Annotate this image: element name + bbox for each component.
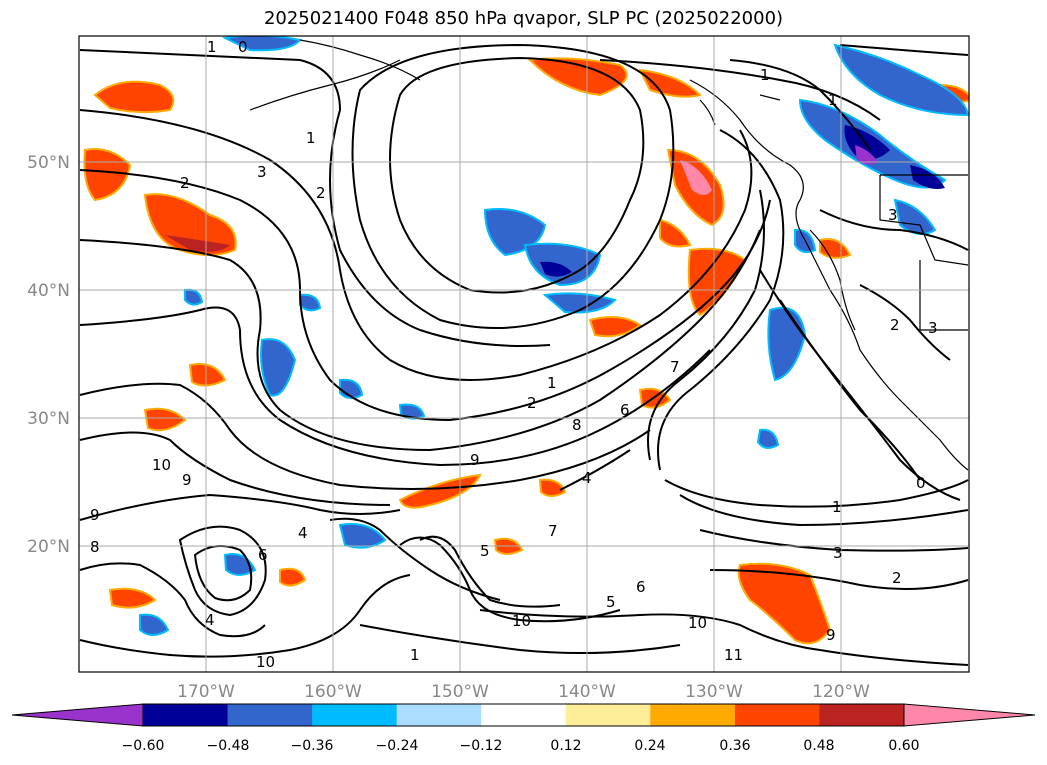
contour-label: 1 <box>828 91 838 109</box>
contour-label: 1 <box>306 129 316 147</box>
contour-label: 3 <box>888 206 898 224</box>
contour-label: 2 <box>527 394 537 412</box>
coastlines <box>249 39 969 471</box>
colorbar-bin <box>143 704 229 726</box>
colorbar-tick-label: 0.12 <box>550 738 581 754</box>
lat-label: 40°N <box>27 281 70 301</box>
map-frame <box>78 35 970 673</box>
colorbar-tick-label: −0.36 <box>291 738 334 754</box>
colorbar-tick-label: −0.12 <box>460 738 503 754</box>
longitude-labels: 170°W 160°W 150°W 140°W 130°W 120°W <box>177 682 870 702</box>
contour-label: 11 <box>724 646 743 664</box>
lon-label: 120°W <box>812 682 870 702</box>
colorbar-ticks: −0.60 −0.48 −0.36 −0.24 −0.12 0.12 0.24 … <box>122 738 920 754</box>
contour-label: 9 <box>470 451 480 469</box>
contour-label: 3 <box>833 544 843 562</box>
contour-label: 0 <box>238 38 248 56</box>
negative-anomaly-fills <box>139 36 969 636</box>
contour-label: 3 <box>928 319 938 337</box>
colorbar: −0.60 −0.48 −0.36 −0.24 −0.12 0.12 0.24 … <box>11 703 1036 754</box>
contour-label: 3 <box>257 163 267 181</box>
contour-label: 0 <box>916 474 926 492</box>
lon-label: 140°W <box>558 682 616 702</box>
contour-label: 1 <box>832 498 842 516</box>
lat-label: 20°N <box>27 537 70 557</box>
contour-label: 6 <box>636 578 646 596</box>
contour-label: 8 <box>90 538 100 556</box>
colorbar-bin <box>819 704 905 726</box>
colorbar-tick-label: 0.24 <box>634 738 665 754</box>
colorbar-tick-label: −0.24 <box>376 738 419 754</box>
positive-anomaly-fills <box>83 57 969 645</box>
colorbar-bin <box>312 704 398 726</box>
contour-label: 4 <box>582 469 592 487</box>
lon-label: 150°W <box>431 682 489 702</box>
colorbar-tick-label: −0.48 <box>207 738 250 754</box>
contour-label: 1 <box>207 38 217 56</box>
gridlines <box>79 36 969 672</box>
lat-label: 50°N <box>27 153 70 173</box>
contour-label: 5 <box>480 542 490 560</box>
colorbar-over-arrow <box>903 703 1036 727</box>
contour-label: 8 <box>572 416 582 434</box>
colorbar-outline <box>142 703 905 727</box>
contour-label: 2 <box>890 316 900 334</box>
contour-labels: 0 1 1 2 2 3 1 1 2 7 8 9 10 9 9 8 6 4 5 7… <box>90 38 938 671</box>
contour-label: 9 <box>182 471 192 489</box>
contour-label: 10 <box>152 456 171 474</box>
colorbar-under-arrow <box>11 703 144 727</box>
latitude-labels: 50°N 40°N 30°N 20°N <box>27 153 70 557</box>
contour-label: 10 <box>256 653 275 671</box>
contour-label: 2 <box>892 569 902 587</box>
contour-label: 9 <box>90 506 100 524</box>
contour-label: 4 <box>205 611 215 629</box>
contour-label: 5 <box>606 593 616 611</box>
contour-label: 7 <box>670 358 680 376</box>
colorbar-tick-label: 0.60 <box>888 738 919 754</box>
colorbar-tick-label: 0.48 <box>803 738 834 754</box>
contour-label: 1 <box>760 66 770 84</box>
colorbar-tick-label: 0.36 <box>719 738 750 754</box>
lon-label: 130°W <box>685 682 743 702</box>
colorbar-bin <box>396 704 482 726</box>
colorbar-bin <box>650 704 736 726</box>
colorbar-bin <box>227 704 313 726</box>
contour-label: 2 <box>180 174 190 192</box>
colorbar-bin <box>565 704 651 726</box>
colorbar-tick-label: −0.60 <box>122 738 165 754</box>
contour-label: 1 <box>410 646 420 664</box>
contour-label: 9 <box>826 626 836 644</box>
contour-label: 7 <box>548 522 558 540</box>
contour-label: 6 <box>258 546 268 564</box>
contour-label: 10 <box>512 612 531 630</box>
lon-label: 160°W <box>304 682 362 702</box>
contour-label: 1 <box>547 374 557 392</box>
lon-label: 170°W <box>177 682 235 702</box>
contour-label: 4 <box>298 524 308 542</box>
map-title: 2025021400 F048 850 hPa qvapor, SLP PC (… <box>263 8 784 29</box>
colorbar-bin <box>734 704 820 726</box>
contour-label: 6 <box>620 401 630 419</box>
contour-label: 10 <box>688 614 707 632</box>
colorbar-bin <box>481 704 567 726</box>
lat-label: 30°N <box>27 409 70 429</box>
contour-label: 2 <box>316 184 326 202</box>
